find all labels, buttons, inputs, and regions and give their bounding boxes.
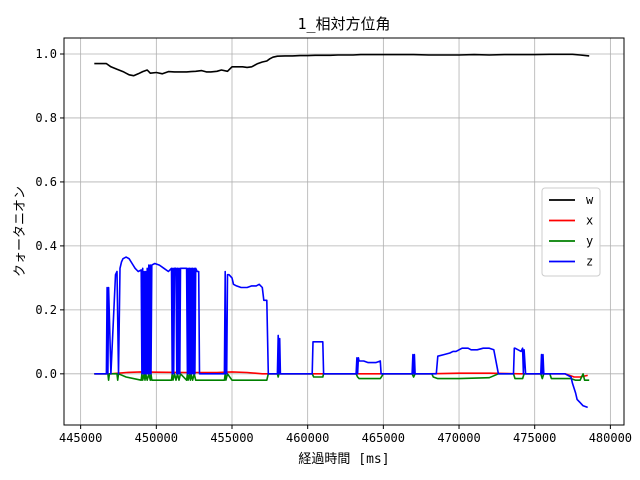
legend-label-z: z bbox=[586, 255, 593, 269]
legend-box bbox=[541, 187, 601, 277]
series-layer bbox=[94, 53, 590, 409]
x-tick-label: 455000 bbox=[210, 431, 253, 445]
x-tick-label: 460000 bbox=[286, 431, 329, 445]
y-tick-label: 0.2 bbox=[35, 303, 57, 317]
x-tick-label: 480000 bbox=[589, 431, 632, 445]
y-tick-label: 0.8 bbox=[35, 111, 57, 125]
series-line-y bbox=[94, 372, 590, 382]
plot-frame bbox=[63, 37, 625, 426]
x-tick-label: 475000 bbox=[513, 431, 556, 445]
chart-title: 1_相対方位角 bbox=[297, 15, 390, 33]
y-tick-label: 1.0 bbox=[35, 47, 57, 61]
legend-label-y: y bbox=[586, 234, 593, 248]
x-tick-label: 470000 bbox=[437, 431, 480, 445]
x-tick-label: 445000 bbox=[59, 431, 102, 445]
x-axis-label: 経過時間 [ms] bbox=[298, 452, 389, 467]
legend-label-w: w bbox=[586, 193, 594, 207]
y-axis-label: クォータニオン bbox=[13, 186, 28, 277]
y-tick-label: 0.4 bbox=[35, 239, 57, 253]
y-tick-label: 0.6 bbox=[35, 175, 57, 189]
y-tick-label: 0.0 bbox=[35, 367, 57, 381]
legend-label-x: x bbox=[586, 214, 593, 228]
series-line-z bbox=[94, 256, 588, 409]
x-tick-label: 450000 bbox=[135, 431, 178, 445]
series-line-w bbox=[94, 53, 590, 77]
x-tick-label: 465000 bbox=[362, 431, 405, 445]
axes: 445000 450000 455000 460000 465000 470000 4750… bbox=[35, 37, 632, 445]
